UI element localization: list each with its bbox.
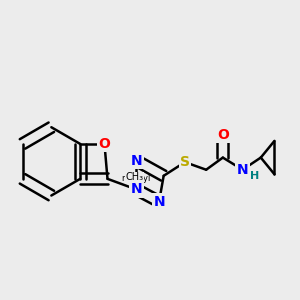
- Text: O: O: [98, 137, 110, 151]
- Text: CH₃: CH₃: [126, 172, 144, 182]
- Text: S: S: [180, 155, 190, 169]
- Text: N: N: [130, 154, 142, 168]
- Text: methyl: methyl: [122, 174, 151, 183]
- Text: N: N: [130, 182, 142, 197]
- Text: O: O: [217, 128, 229, 142]
- Text: N: N: [237, 163, 248, 177]
- Text: N: N: [237, 163, 248, 177]
- Text: H: H: [250, 171, 260, 181]
- Text: N: N: [130, 154, 142, 168]
- Text: N: N: [153, 195, 165, 208]
